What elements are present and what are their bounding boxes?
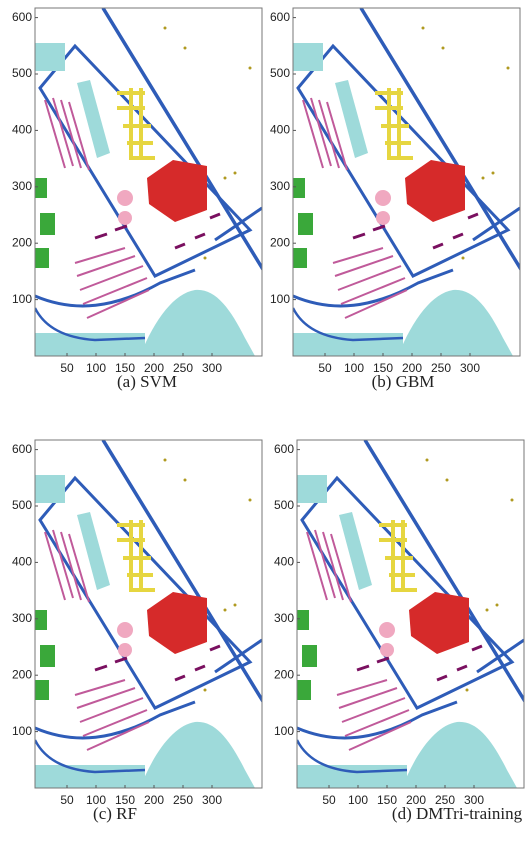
axes-frame: [34, 7, 263, 357]
y-tick-label: 300: [12, 611, 32, 625]
y-tick-label: 200: [274, 667, 294, 681]
y-tick-label: 200: [12, 667, 32, 681]
y-tick-label: 500: [270, 66, 290, 80]
x-tick-label: 300: [202, 361, 222, 375]
x-tick-label: 300: [464, 793, 484, 807]
x-tick-label: 250: [431, 361, 451, 375]
y-tick-label: 100: [270, 292, 290, 306]
y-tick-label: 100: [12, 724, 32, 738]
caption: (c) RF: [93, 804, 137, 823]
y-tick-label: 300: [12, 179, 32, 193]
y-tick-label: 400: [274, 555, 294, 569]
y-tick-label: 200: [12, 235, 32, 249]
x-tick-label: 100: [86, 793, 106, 807]
y-tick-label: 200: [270, 235, 290, 249]
classification-map: [35, 8, 262, 356]
x-tick-label: 200: [406, 793, 426, 807]
axes-frame: [296, 439, 525, 789]
y-tick-label: 600: [274, 442, 294, 456]
x-tick-label: 150: [373, 361, 393, 375]
y-tick-label: 400: [270, 123, 290, 137]
x-tick-label: 150: [377, 793, 397, 807]
caption: (b) GBM: [372, 372, 435, 391]
y-tick-label: 400: [12, 123, 32, 137]
x-tick-label: 250: [173, 361, 193, 375]
y-tick-label: 300: [274, 611, 294, 625]
y-tick-label: 500: [12, 498, 32, 512]
x-tick-label: 50: [60, 361, 74, 375]
caption: (a) SVM: [117, 372, 177, 391]
x-tick-label: 150: [115, 361, 135, 375]
axes-frame: [292, 7, 521, 357]
x-tick-label: 250: [435, 793, 455, 807]
x-tick-label: 200: [144, 361, 164, 375]
axes-frame: [34, 439, 263, 789]
y-tick-label: 600: [270, 10, 290, 24]
caption: (d) DMTri-training: [392, 804, 523, 823]
x-tick-label: 300: [202, 793, 222, 807]
classification-map: [293, 8, 520, 356]
y-tick-label: 500: [274, 498, 294, 512]
x-tick-label: 100: [86, 361, 106, 375]
classification-map: [297, 440, 524, 788]
x-tick-label: 200: [144, 793, 164, 807]
x-tick-label: 50: [60, 793, 74, 807]
y-tick-label: 600: [12, 442, 32, 456]
y-tick-label: 300: [270, 179, 290, 193]
y-tick-label: 100: [274, 724, 294, 738]
x-tick-label: 50: [322, 793, 336, 807]
y-tick-label: 600: [12, 10, 32, 24]
x-tick-label: 100: [348, 793, 368, 807]
classification-map: [35, 440, 262, 788]
y-tick-label: 500: [12, 66, 32, 80]
x-tick-label: 150: [115, 793, 135, 807]
y-tick-label: 400: [12, 555, 32, 569]
x-tick-label: 200: [402, 361, 422, 375]
y-tick-label: 100: [12, 292, 32, 306]
x-tick-label: 100: [344, 361, 364, 375]
x-tick-label: 50: [318, 361, 332, 375]
x-tick-label: 250: [173, 793, 193, 807]
x-tick-label: 300: [460, 361, 480, 375]
